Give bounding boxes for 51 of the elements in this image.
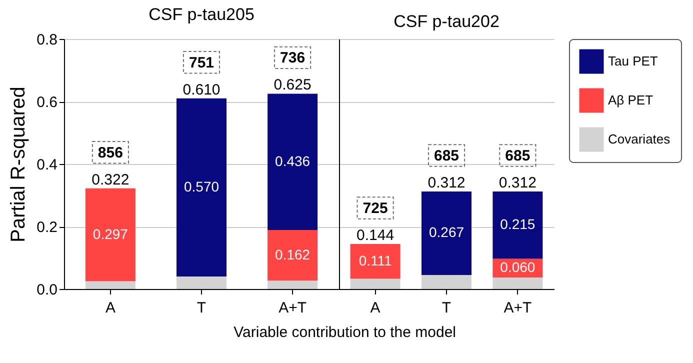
bar bbox=[176, 98, 226, 276]
bar bbox=[422, 274, 472, 289]
x-tick-label: A bbox=[105, 300, 116, 316]
y-tick-label: 0.2 bbox=[36, 219, 58, 236]
annotation: 856 bbox=[98, 144, 123, 162]
x-tick-label: T bbox=[442, 300, 452, 316]
annotation: 725 bbox=[362, 200, 388, 217]
x-tick-label: A+T bbox=[504, 300, 532, 316]
data-label: 0.162 bbox=[275, 246, 310, 262]
bar bbox=[85, 281, 136, 289]
bar bbox=[268, 230, 318, 281]
bar bbox=[85, 188, 136, 282]
bar bbox=[492, 277, 543, 289]
y-tick-label: 0.4 bbox=[36, 156, 58, 174]
data-label: 0.215 bbox=[500, 216, 536, 232]
annotation: 685 bbox=[434, 148, 460, 164]
annotation: 685 bbox=[505, 148, 530, 164]
x-tick-label: A bbox=[370, 300, 380, 316]
y-tick-label: 0.0 bbox=[36, 282, 58, 298]
bar bbox=[176, 276, 226, 289]
data-label: 0.060 bbox=[500, 259, 536, 276]
legend-label: Tau PET bbox=[608, 54, 658, 68]
x-tick-label: A+T bbox=[278, 300, 307, 316]
total-label: 0.312 bbox=[498, 174, 536, 192]
total-label: 0.322 bbox=[92, 171, 130, 188]
y-tick-label: 0.6 bbox=[36, 94, 58, 111]
y-axis-title: Partial R-squared bbox=[8, 86, 30, 242]
total-label: 0.610 bbox=[182, 81, 220, 98]
bar bbox=[350, 244, 400, 279]
total-label: 0.625 bbox=[274, 76, 312, 94]
chart-title: CSF p-tau205 bbox=[148, 5, 254, 24]
data-label: 0.297 bbox=[92, 226, 128, 242]
data-label: 0.267 bbox=[428, 224, 464, 240]
total-label: 0.312 bbox=[428, 174, 466, 192]
x-axis-title: Variable contribution to the model bbox=[234, 324, 456, 341]
bar bbox=[268, 280, 318, 289]
x-tick-label: T bbox=[196, 300, 206, 316]
bar bbox=[350, 278, 400, 289]
data-label: 0.436 bbox=[275, 152, 310, 169]
annotation: 736 bbox=[280, 50, 306, 67]
total-label: 0.144 bbox=[356, 227, 394, 244]
chart-title: CSF p-tau202 bbox=[394, 12, 500, 31]
annotation: 751 bbox=[188, 54, 214, 72]
y-tick-label: 0.8 bbox=[36, 32, 58, 48]
data-label: 0.570 bbox=[184, 178, 220, 194]
data-label: 0.111 bbox=[358, 252, 392, 268]
legend-label: Aβ PET bbox=[608, 92, 654, 108]
bar bbox=[492, 192, 543, 259]
legend-label: Covariates bbox=[608, 132, 671, 146]
bar bbox=[422, 192, 472, 275]
bar bbox=[268, 94, 318, 230]
